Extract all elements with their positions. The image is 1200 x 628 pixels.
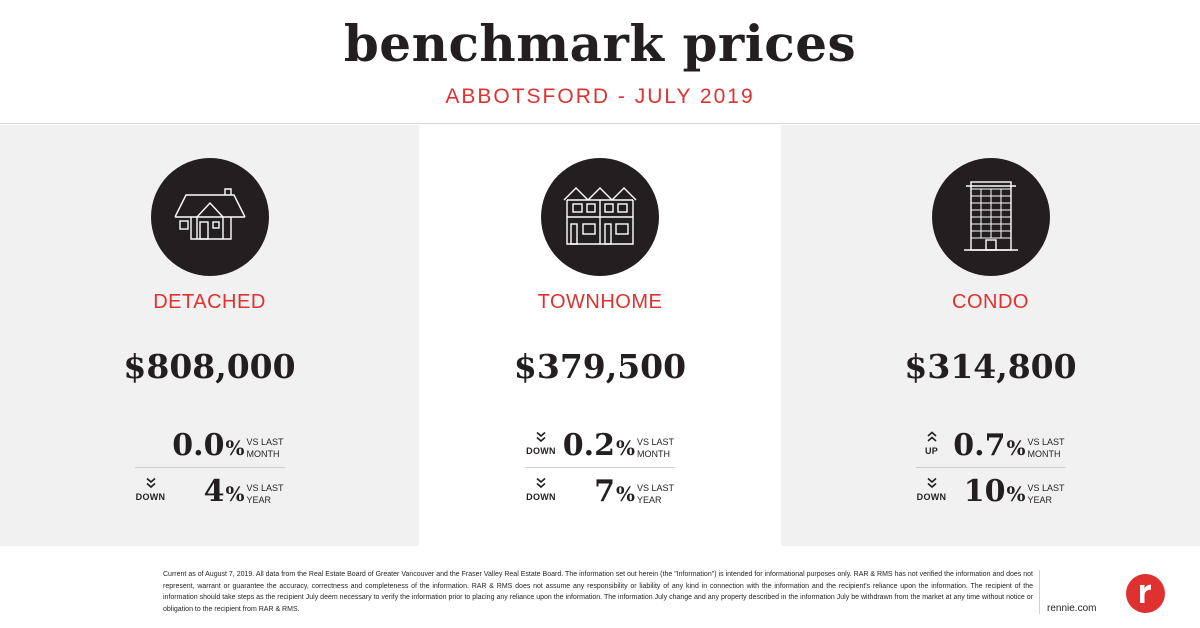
comparison-label: VS LAST MONTH [1028, 436, 1065, 460]
direction-indicator [135, 431, 167, 434]
comparison-label: VS LAST MONTH [637, 436, 674, 460]
double-chevron-down-icon [145, 477, 156, 489]
detached-column: DETACHED $808,000 0.0% VS LAST MONTH DOWN… [0, 125, 419, 546]
comparison-line-1: VS LAST [1027, 483, 1065, 493]
comparison-line-1: VS LAST [637, 483, 675, 493]
comparison-line-1: VS LAST [246, 437, 284, 447]
percent-value: 4 [203, 474, 225, 509]
comparison-line-2: YEAR [637, 495, 662, 505]
property-type-label: CONDO [952, 291, 1029, 313]
direction-indicator: DOWN [525, 477, 557, 502]
direction-label: DOWN [526, 492, 556, 502]
comparison-label: VS LAST YEAR [637, 482, 674, 506]
percent-change: 7% [594, 475, 635, 511]
direction-label: DOWN [526, 446, 556, 456]
page-title: benchmark prices [343, 14, 857, 73]
direction-label: UP [924, 446, 939, 456]
footer-divider [1039, 570, 1040, 614]
benchmark-price: $314,800 [904, 347, 1077, 386]
benchmark-price: $808,000 [123, 347, 296, 386]
percent-sign: % [615, 436, 635, 460]
comparison-line-2: YEAR [246, 495, 272, 505]
comparison-line-1: VS LAST [1027, 437, 1065, 447]
comparison-line-2: MONTH [246, 449, 280, 459]
comparison-line-2: MONTH [637, 449, 670, 459]
percent-sign: % [225, 482, 245, 506]
header: benchmark prices ABBOTSFORD - JULY 2019 [0, 0, 1200, 124]
townhome-icon [541, 158, 659, 276]
direction-indicator: UP [916, 431, 948, 456]
footer: Current as of August 7, 2019. All data f… [0, 546, 1200, 628]
change-stats: UP 0.7% VS LAST MONTH DOWN 10% VS LAST YEA… [915, 427, 1066, 514]
comparison-line-1: VS LAST [637, 437, 675, 447]
percent-value: 0.2 [562, 428, 615, 463]
disclaimer-text: Current as of August 7, 2019. All data f… [163, 571, 1033, 613]
double-chevron-down-icon [536, 431, 546, 443]
comparison-label: VS LAST MONTH [247, 436, 284, 460]
percent-value: 10 [963, 474, 1006, 509]
year-change: DOWN 7% VS LAST YEAR [525, 473, 675, 514]
direction-label: DOWN [916, 492, 947, 502]
percent-sign: % [1006, 482, 1026, 506]
double-chevron-up-icon [926, 431, 937, 442]
month-change: UP 0.7% VS LAST MONTH [915, 427, 1066, 468]
percent-change: 10% [964, 475, 1026, 511]
percent-change: 0.0% [172, 429, 244, 465]
double-chevron-down-icon [926, 477, 937, 489]
website-link[interactable]: rennie.com [1047, 603, 1097, 614]
property-type-label: DETACHED [153, 291, 266, 313]
percent-value: 0.7 [953, 428, 1006, 463]
benchmark-price: $379,500 [513, 347, 687, 386]
page-subtitle: ABBOTSFORD - JULY 2019 [445, 85, 755, 108]
comparison-label: VS LAST YEAR [1028, 482, 1065, 506]
percent-value: 7 [594, 474, 615, 509]
comparison-label: VS LAST YEAR [247, 482, 284, 506]
change-stats: DOWN 0.2% VS LAST MONTH DOWN 7% VS LAST YE… [525, 427, 675, 514]
percent-value: 0.0 [172, 428, 225, 463]
month-change: DOWN 0.2% VS LAST MONTH [525, 427, 675, 468]
year-change: DOWN 10% VS LAST YEAR [916, 473, 1066, 514]
percent-sign: % [225, 436, 245, 460]
comparison-line-2: YEAR [1027, 495, 1053, 505]
year-change: DOWN 4% VS LAST YEAR [135, 473, 285, 514]
percent-change: 0.2% [563, 429, 635, 465]
rennie-logo-icon[interactable] [1126, 574, 1165, 613]
comparison-line-2: MONTH [1027, 449, 1061, 459]
percent-sign: % [615, 482, 635, 506]
month-change: 0.0% VS LAST MONTH [134, 427, 285, 468]
townhome-column: TOWNHOME $379,500 DOWN 0.2% VS LAST MONTH… [419, 125, 781, 546]
direction-label: DOWN [135, 492, 166, 502]
property-type-label: TOWNHOME [537, 291, 663, 313]
percent-change: 0.7% [953, 429, 1025, 465]
double-chevron-down-icon [536, 477, 546, 489]
direction-indicator: DOWN [916, 477, 948, 502]
change-stats: 0.0% VS LAST MONTH DOWN 4% VS LAST YEAR [134, 427, 285, 514]
percent-change: 4% [204, 475, 245, 511]
condo-column: CONDO $314,800 UP 0.7% VS LAST MONTH DOWN… [781, 125, 1200, 546]
detached-house-icon [150, 158, 269, 276]
direction-indicator: DOWN [135, 477, 167, 502]
condo-building-icon [931, 158, 1050, 276]
direction-indicator: DOWN [525, 431, 557, 456]
comparison-line-1: VS LAST [246, 483, 284, 493]
percent-sign: % [1006, 436, 1026, 460]
